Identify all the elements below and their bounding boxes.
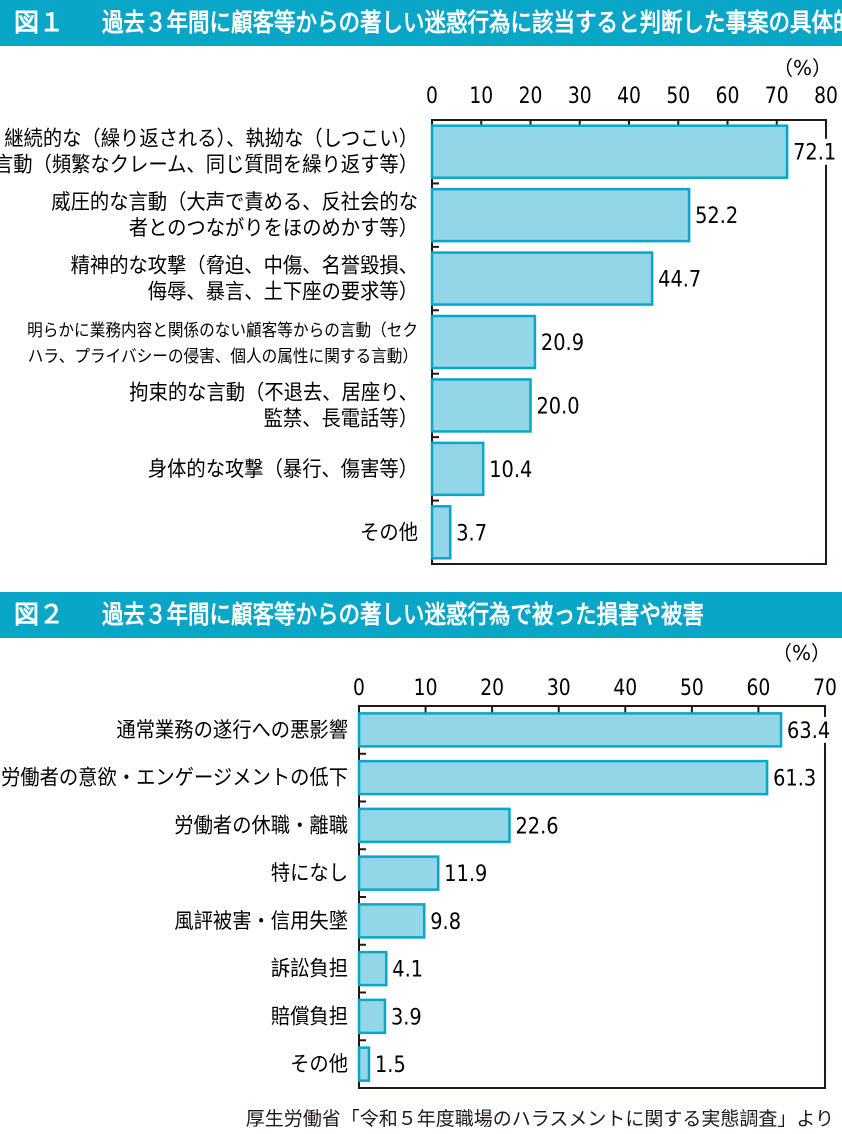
category-label: 風評被害・信用失墜 [174,908,348,933]
value-label: 10.4 [489,457,532,482]
value-label: 3.7 [456,520,487,545]
category-label: 精神的な攻撃（脅迫、中傷、名誉毀損、 [71,253,418,278]
x-tick-label: 0 [426,83,438,109]
bar [357,759,769,796]
value-label-background [513,812,566,839]
value-label: 9.8 [430,909,461,934]
category-label: 賠償負担 [271,1004,348,1029]
value-label: 63.4 [787,718,830,743]
value-label-background [428,907,469,934]
value-label: 20.9 [541,330,584,355]
bar [430,187,691,243]
category-label: 特になし [271,860,348,885]
category-label: 拘束的な言動（不退去、居座り、 [129,380,418,405]
x-tick-label: 50 [666,83,690,109]
category-label: 者とのつながりをほのめかす等） [129,215,418,240]
unit-label: （%） [773,56,832,80]
bar [430,251,654,306]
figure-1-title: 過去３年間に顧客等からの著しい迷惑行為に該当すると判断した事案の具体的な内容 [102,8,842,37]
x-tick-label: 60 [747,675,771,701]
x-tick-label: 70 [813,675,837,701]
value-label: 52.2 [695,203,738,228]
category-label: 侮辱、暴言、土下座の要求等） [148,279,418,304]
category-label: 明らかに業務内容と関係のない顧客等からの言動（セク [27,320,418,340]
x-tick-label: 30 [547,675,571,701]
x-tick-label: 0 [353,675,365,701]
x-tick-label: 70 [765,83,789,109]
value-label-background [656,265,709,292]
value-label: 72.1 [793,140,836,165]
bar [357,998,387,1035]
value-label-background [372,1051,413,1078]
x-tick-label: 10 [469,83,493,109]
value-label: 3.9 [391,1004,422,1029]
category-label: 労働者の意欲・エンゲージメントの低下 [1,765,348,790]
bar [430,314,537,370]
category-label: 言動（頻繁なクレーム、同じ質問を繰り返す等） [0,152,418,177]
bar [430,124,789,179]
value-label: 61.3 [773,765,816,790]
x-tick-label: 20 [519,83,543,109]
value-label: 20.0 [537,393,580,418]
value-label-background [693,202,746,229]
x-tick-label: 50 [680,675,704,701]
bar [357,903,426,939]
value-label-background [390,955,431,982]
bar [357,1046,371,1082]
category-label: 継続的な（繰り返される）、執拗な（しつこい） [4,126,418,151]
x-tick-label: 40 [617,83,641,109]
figure-1-title-bar: 図１ 過去３年間に顧客等からの著しい迷惑行為に該当すると判断した事案の具体的な内容 [0,0,842,46]
category-label: 労働者の休職・離職 [174,813,348,838]
bar [430,505,452,560]
x-tick-label: 20 [480,675,504,701]
unit-label: （%） [772,641,831,665]
x-tick-label: 40 [613,675,637,701]
value-label: 4.1 [392,956,423,981]
bar [357,855,440,891]
bar [430,378,532,433]
source-note: 厚生労働省「令和５年度職場のハラスメントに関する実態調査」より [245,1108,834,1130]
category-label: 監禁、長電話等） [264,406,418,431]
category-label: その他 [290,1051,348,1076]
value-label-background [771,764,824,791]
figure-1-label: 図１ [14,8,65,37]
category-label: その他 [360,520,418,545]
value-label: 22.6 [515,813,558,838]
figure-2-title: 過去３年間に顧客等からの著しい迷惑行為で被った損害や被害 [102,600,705,629]
value-label: 1.5 [375,1052,406,1077]
value-label-background [487,455,540,482]
category-label: ハラ、プライバシーの侵害、個人の属性に関する言動） [28,346,418,366]
value-label-background [534,392,587,419]
figure-1-chart: （%） 0 10 20 30 40 50 60 70 80 72.1 継続的な（繰り返される）、執拗な… [0,56,842,565]
bar [357,712,783,748]
x-tick-label: 80 [814,83,838,109]
figure-2-label: 図２ [14,600,65,629]
category-label: 通常業務の遂行への悪影響 [116,717,348,742]
value-label: 11.9 [444,861,487,886]
category-label: 訴訟負担 [271,956,348,981]
category-label: 威圧的な言動（大声で責める、反社会的な [51,189,418,214]
value-label-background [785,716,838,743]
figure-2-title-bar: 図２ 過去３年間に顧客等からの著しい迷惑行為で被った損害や被害 [0,592,842,638]
bar [357,950,388,987]
value-label-background [442,860,495,887]
value-label: 44.7 [658,266,701,291]
x-tick-label: 10 [414,675,438,701]
value-label-background [791,138,842,165]
bar [357,807,511,844]
bar [430,441,485,497]
category-label: 身体的な攻撃（暴行、傷害等） [148,456,418,481]
x-tick-label: 60 [716,83,740,109]
figure-2-chart: （%） 0 10 20 30 40 50 60 70 63.4 通常業務の遂行への悪影響 61.3 労働… [1,641,838,1089]
value-label-background [538,329,591,355]
x-tick-label: 30 [568,83,592,109]
value-label-background [388,1003,429,1030]
value-label-background [454,519,495,546]
